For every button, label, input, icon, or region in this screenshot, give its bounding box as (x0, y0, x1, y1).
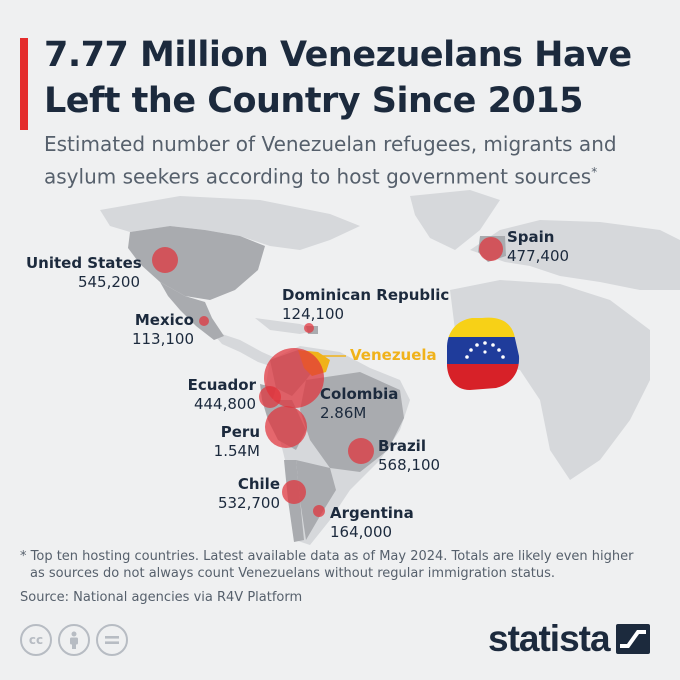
label-brazil: Brazil 568,100 (378, 437, 440, 475)
bubble-spain (479, 237, 503, 261)
bubble-mexico (199, 316, 209, 326)
bubble-united-states (152, 247, 178, 273)
bubble-brazil (348, 438, 374, 464)
brazil-shape (300, 372, 404, 472)
bubble-ecuador (259, 386, 281, 408)
label-argentina: Argentina 164,000 (330, 504, 414, 542)
brand-name: statista (488, 618, 611, 659)
footnote-line-2: as sources do not always count Venezuela… (30, 566, 556, 581)
statista-logo[interactable]: statista (488, 618, 650, 660)
subtitle-text: Estimated number of Venezuelan refugees,… (44, 132, 617, 189)
attribution-icon[interactable] (58, 624, 90, 656)
label-chile: Chile 532,700 (200, 475, 280, 513)
bubbles (152, 237, 503, 517)
mexico-shape (160, 282, 224, 340)
subtitle-footnote-mark: * (591, 165, 598, 179)
country-value: 568,100 (378, 456, 441, 474)
country-name: Dominican Republic (282, 286, 450, 304)
country-value: 545,200 (77, 273, 140, 291)
label-ecuador: Ecuador 444,800 (170, 376, 256, 414)
country-name: Ecuador (187, 376, 256, 394)
country-name: Colombia (320, 385, 399, 403)
country-name: United States (26, 254, 142, 272)
country-value: 477,400 (507, 247, 570, 265)
bubble-peru (265, 406, 307, 448)
label-mexico: Mexico 113,100 (110, 311, 194, 349)
venezuela-label: Venezuela (350, 346, 437, 364)
country-value: 444,800 (193, 395, 256, 413)
label-united-states: United States 545,200 (26, 254, 142, 292)
country-value: 1.54M (213, 442, 260, 460)
country-value: 532,700 (217, 494, 280, 512)
country-name: Chile (237, 475, 280, 493)
label-dominican-republic: Dominican Republic 124,100 (282, 286, 449, 324)
label-spain: Spain 477,400 (507, 228, 569, 266)
footnote-line-1: * Top ten hosting countries. Latest avai… (20, 549, 634, 564)
country-name: Spain (507, 228, 555, 246)
country-value: 2.86M (320, 404, 367, 422)
country-name: Peru (220, 423, 260, 441)
argentina-shape (296, 460, 336, 540)
license-icons: cc (20, 624, 128, 656)
no-derivatives-icon[interactable] (96, 624, 128, 656)
country-name: Mexico (134, 311, 194, 329)
country-name: Argentina (330, 504, 414, 522)
country-value: 113,100 (131, 330, 194, 348)
statista-mark-icon (615, 624, 650, 654)
label-peru: Peru 1.54M (196, 423, 260, 461)
bubble-dominican-republic (304, 323, 314, 333)
bubble-chile (282, 480, 306, 504)
country-value: 164,000 (330, 523, 393, 541)
footnote: * Top ten hosting countries. Latest avai… (20, 548, 660, 582)
source-note: Source: National agencies via R4V Platfo… (20, 590, 303, 605)
country-name: Brazil (378, 437, 426, 455)
bubble-argentina (313, 505, 325, 517)
accent-bar (20, 38, 28, 130)
page-title: 7.77 Million Venezuelans Have Left the C… (44, 35, 632, 121)
cc-icon[interactable]: cc (20, 624, 52, 656)
venezuela-flag-icon (447, 317, 520, 390)
label-colombia: Colombia 2.86M (320, 385, 398, 423)
page-subtitle: Estimated number of Venezuelan refugees,… (44, 130, 664, 191)
country-value: 124,100 (282, 305, 345, 323)
united-states-shape (128, 226, 265, 300)
